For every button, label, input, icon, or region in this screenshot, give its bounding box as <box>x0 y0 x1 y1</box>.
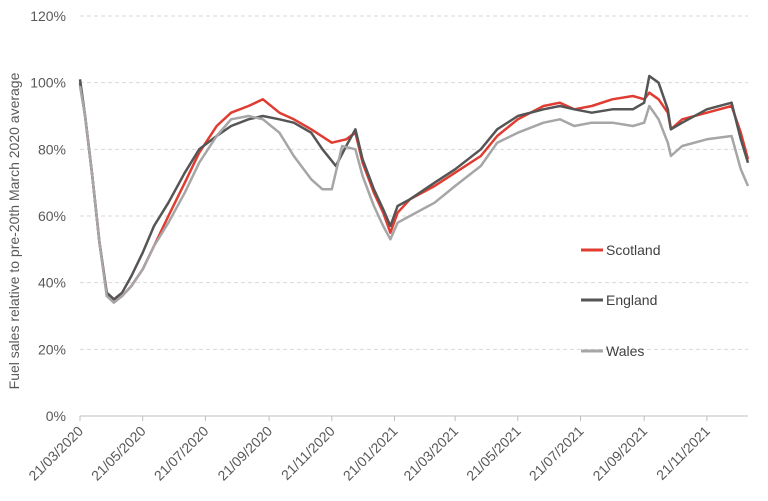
y-tick-label: 60% <box>38 208 66 224</box>
y-axis-ticks: 0% 20% 40% 60% 80% 100% 120% <box>30 8 66 424</box>
x-tick-label: 21/11/2021 <box>653 423 713 483</box>
legend: Scotland England Wales <box>581 242 660 359</box>
x-tick-label: 21/11/2020 <box>278 423 338 483</box>
x-tick-label: 21/09/2021 <box>589 423 650 484</box>
x-tick-label: 21/07/2021 <box>526 423 587 484</box>
series-line-wales <box>78 85 750 304</box>
series-lines <box>78 74 750 304</box>
legend-label-scotland: Scotland <box>606 242 660 258</box>
gridlines <box>80 15 748 350</box>
x-tick-label: 21/05/2020 <box>88 423 149 484</box>
series-line-england <box>78 74 750 301</box>
legend-label-wales: Wales <box>606 343 644 359</box>
y-tick-label: 0% <box>46 408 66 424</box>
x-tick-label: 21/03/2021 <box>400 423 461 484</box>
x-tick-label: 21/07/2020 <box>151 423 212 484</box>
x-tick-label: 21/09/2020 <box>214 423 275 484</box>
x-tick-label: 21/03/2020 <box>25 423 86 484</box>
y-tick-label: 80% <box>38 141 66 157</box>
legend-label-england: England <box>606 292 657 308</box>
y-tick-label: 120% <box>30 8 66 24</box>
y-tick-label: 40% <box>38 275 66 291</box>
y-axis-label: Fuel sales relative to pre-20th March 20… <box>6 72 22 389</box>
x-tick-label: 21/05/2021 <box>463 423 524 484</box>
y-tick-label: 100% <box>30 75 66 91</box>
x-axis-ticks: 21/03/2020 21/05/2020 21/07/2020 21/09/2020… <box>25 416 713 484</box>
y-tick-label: 20% <box>38 341 66 357</box>
x-tick-label: 21/01/2021 <box>340 423 401 484</box>
